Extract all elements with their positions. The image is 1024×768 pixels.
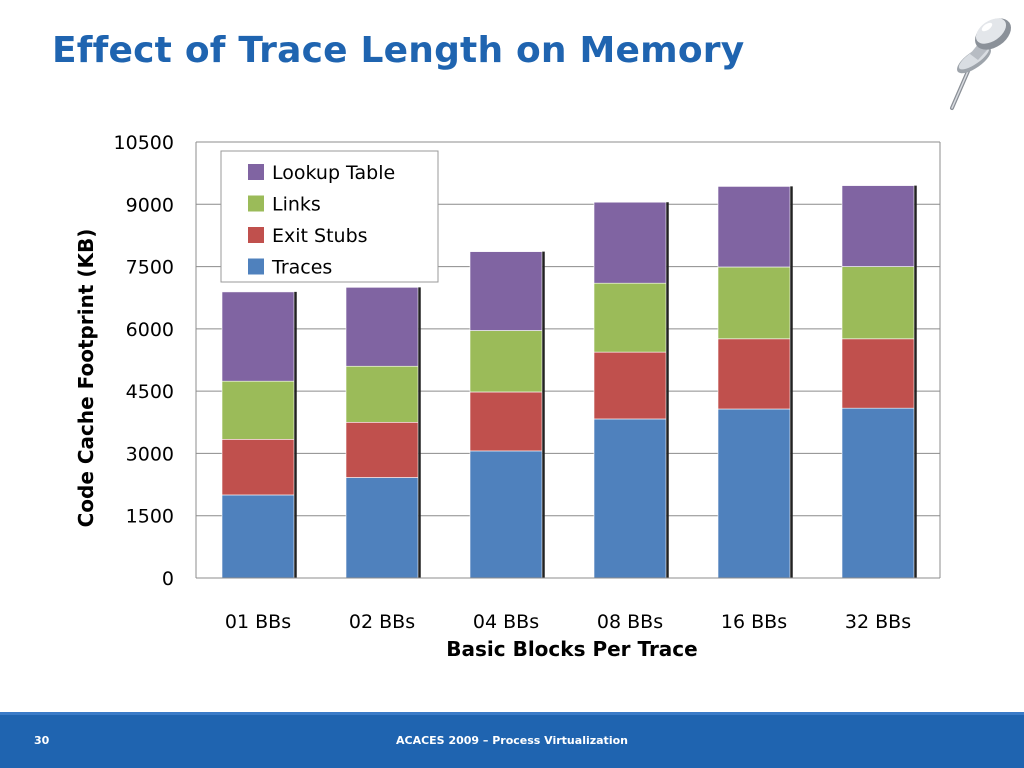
bar-segment-lookup-table [469, 251, 543, 331]
bars [221, 185, 917, 579]
bar-segment-links [717, 266, 791, 340]
bar-segment-lookup-table [841, 185, 915, 267]
stacked-bar-chart: 0 1500 3000 4500 6000 7500 9000 10500 01 BBs 02 B… [74, 132, 941, 661]
bar-segment-links [593, 282, 667, 353]
x-axis-title: Basic Blocks Per Trace [446, 637, 697, 661]
legend-swatch [248, 195, 264, 212]
bar-segment-traces [345, 477, 419, 579]
x-tick-label: 01 BBs [225, 611, 291, 633]
legend-label: Links [272, 194, 321, 216]
bar-segment-exit-stubs [469, 391, 543, 452]
bar-segment-traces [221, 494, 295, 579]
bar-segment-links [221, 380, 295, 440]
legend-swatch [248, 227, 264, 243]
bar-segment-links [345, 365, 419, 423]
bar-segment-traces [841, 407, 915, 579]
bar-segment-traces [717, 408, 791, 579]
bar-segment-lookup-table [717, 186, 791, 268]
bar-segment-exit-stubs [717, 338, 791, 410]
axis-labels: 0 1500 3000 4500 6000 7500 9000 10500 01 BBs 02 B… [74, 132, 911, 661]
y-tick-label: 10500 [114, 132, 174, 154]
bar-segment-exit-stubs [345, 421, 419, 478]
y-tick-label: 1500 [126, 506, 174, 528]
axes [195, 142, 941, 579]
bar-segment-exit-stubs [841, 338, 915, 409]
x-tick-label: 16 BBs [721, 611, 787, 633]
y-tick-label: 3000 [126, 443, 174, 465]
bar-segment-lookup-table [593, 201, 667, 284]
y-axis-title: Code Cache Footprint (KB) [74, 229, 98, 528]
bar-segment-exit-stubs [221, 439, 295, 496]
y-tick-label: 6000 [126, 319, 174, 341]
bar-segment-lookup-table [221, 291, 295, 382]
legend-label: Exit Stubs [272, 225, 368, 247]
footer-bar: 30 ACACES 2009 – Process Virtualization [0, 712, 1024, 768]
x-tick-label: 04 BBs [473, 611, 539, 633]
x-tick-label: 02 BBs [349, 611, 415, 633]
y-tick-label: 7500 [126, 257, 174, 279]
legend-label: Lookup Table [272, 162, 395, 184]
footer-text: ACACES 2009 – Process Virtualization [396, 734, 628, 747]
legend-label: Traces [271, 257, 332, 279]
legend-swatch [248, 164, 264, 180]
pushpin-icon [950, 18, 1012, 110]
slide-title: Effect of Trace Length on Memory [52, 30, 745, 71]
bar-segment-links [841, 266, 915, 340]
bar-segment-traces [593, 418, 667, 579]
x-tick-label: 32 BBs [845, 611, 911, 633]
bar-segment-lookup-table [345, 287, 419, 367]
bar-segment-links [469, 330, 543, 393]
legend: Lookup Table Links Exit Stubs Traces [220, 150, 439, 283]
y-tick-label: 4500 [126, 381, 174, 403]
footer-divider [0, 712, 1024, 715]
y-tick-label: 0 [162, 568, 174, 590]
legend-swatch [248, 258, 264, 275]
page-number: 30 [34, 734, 50, 747]
y-tick-label: 9000 [126, 194, 174, 216]
bar-segment-exit-stubs [593, 351, 667, 420]
bar-segment-traces [469, 450, 543, 579]
x-tick-label: 08 BBs [597, 611, 663, 633]
